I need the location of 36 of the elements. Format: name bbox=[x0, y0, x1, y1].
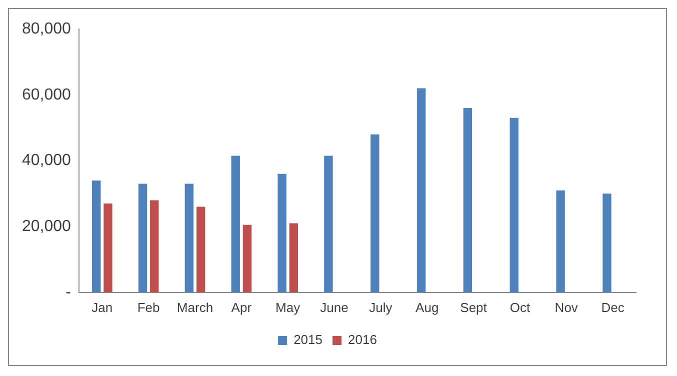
bar bbox=[602, 194, 612, 292]
y-tick-label: 80,000 bbox=[22, 20, 72, 38]
x-tick-label: Dec bbox=[601, 300, 625, 315]
bar bbox=[150, 200, 159, 292]
bar bbox=[463, 108, 472, 292]
y-tick-label: 20,000 bbox=[22, 218, 72, 235]
bar bbox=[416, 88, 426, 292]
x-tick-label: Sept bbox=[460, 300, 488, 315]
x-tick-label: March bbox=[176, 300, 214, 315]
x-tick-label: Aug bbox=[416, 300, 439, 315]
x-tick-label: Oct bbox=[510, 300, 530, 315]
bar bbox=[556, 190, 565, 292]
x-tick-label: Nov bbox=[554, 300, 578, 315]
bar bbox=[231, 156, 240, 292]
bar bbox=[104, 204, 112, 292]
x-tick-label: Apr bbox=[231, 300, 252, 315]
bar bbox=[289, 223, 298, 292]
legend-label: 2016 bbox=[348, 332, 377, 348]
y-tick-label: 40,000 bbox=[22, 152, 72, 170]
x-tick-label: May bbox=[276, 300, 301, 315]
y-tick-label: - bbox=[66, 284, 71, 301]
bar bbox=[324, 156, 333, 292]
bar bbox=[370, 134, 380, 292]
x-tick-label: June bbox=[320, 300, 348, 315]
bar bbox=[138, 184, 148, 292]
bar bbox=[278, 174, 286, 292]
bar bbox=[184, 184, 194, 292]
y-tick-label: 60,000 bbox=[22, 86, 72, 104]
bar bbox=[510, 118, 518, 292]
bar bbox=[196, 206, 206, 292]
x-tick-label: Jan bbox=[92, 300, 113, 315]
legend-label: 2015 bbox=[294, 332, 322, 348]
bar bbox=[242, 224, 252, 292]
x-tick-label: July bbox=[369, 300, 393, 315]
x-tick-label: Feb bbox=[137, 300, 160, 315]
bar bbox=[92, 180, 101, 292]
